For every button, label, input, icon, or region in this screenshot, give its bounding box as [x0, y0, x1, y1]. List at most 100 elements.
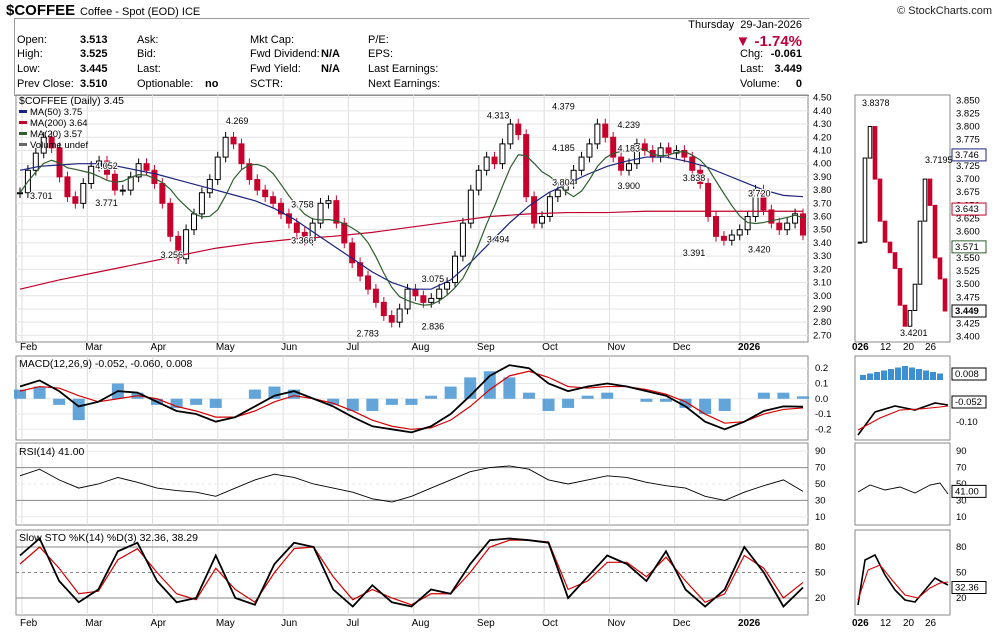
- candle-body: [183, 229, 190, 260]
- candle-body: [175, 235, 182, 260]
- macd-histogram-bar: [718, 398, 731, 411]
- zoom-sto-tick: 50: [956, 568, 967, 579]
- macd-histogram-bar: [190, 398, 203, 405]
- macd-histogram-bar: [522, 392, 535, 399]
- zoom-candle: [922, 178, 928, 222]
- zoom-y-tick: 3.400: [956, 332, 980, 343]
- candle-body: [254, 179, 261, 191]
- candle-body: [206, 179, 213, 194]
- zoom-macd-tag: [951, 395, 987, 409]
- macd-histogram-bar: [797, 396, 809, 399]
- macd-line: [19, 364, 804, 434]
- candle-body: [333, 200, 340, 224]
- price-y-tick: 2.70: [813, 330, 832, 341]
- macd-histogram-bar: [757, 392, 770, 399]
- x-tick-label: Aug: [412, 618, 430, 629]
- symbol-subtitle: Coffee - Spot (EOD) ICE: [80, 6, 200, 18]
- legend-swatch: [19, 110, 27, 113]
- price-y-tick: 3.90: [813, 172, 832, 183]
- price-y-tick: 3.30: [813, 251, 832, 262]
- candle-body: [365, 275, 371, 290]
- zoom-rsi-tick: 50: [956, 479, 967, 490]
- zoom-annotation: 3.4201: [900, 328, 928, 338]
- zoom-sto-tag: [951, 580, 987, 594]
- x-tick-label: Dec: [673, 342, 691, 353]
- candle-body: [32, 152, 39, 171]
- ask-label: Ask:: [137, 34, 159, 46]
- zoom-y-tick: 3.425: [956, 319, 980, 330]
- price-annotation: 3.366: [291, 235, 314, 245]
- eps-label: EPS:: [368, 48, 394, 60]
- zoom-x-label: 026: [852, 618, 869, 629]
- zoom-candle: [877, 178, 883, 222]
- candle-body: [64, 176, 71, 198]
- zoom-panel-frame-sto: [854, 529, 951, 616]
- price-annotation: 2.783: [356, 328, 379, 338]
- x-tick-label: Oct: [542, 618, 558, 629]
- price-y-tick: 3.20: [813, 264, 832, 275]
- zoom-x-label: 26: [925, 618, 937, 629]
- legend-label: MA(20) 3.57: [30, 129, 82, 140]
- macd-histogram-bar: [542, 398, 555, 411]
- rsi-y-tick: 30: [815, 495, 826, 506]
- candle-body: [159, 182, 166, 204]
- candle-body: [349, 242, 356, 264]
- fwd-dividend-value: N/A: [321, 48, 340, 60]
- low-label: Low:: [17, 63, 41, 75]
- high-label: High:: [17, 48, 43, 60]
- price-annotation: 4.185: [552, 143, 575, 153]
- candle-body: [507, 123, 514, 145]
- zoom-macd-histogram: [888, 369, 894, 380]
- candle-body: [17, 192, 23, 195]
- zoom-rsi-tick: 10: [956, 512, 967, 523]
- sto-y-tick: 50: [815, 568, 826, 579]
- price-annotation: 4.052: [95, 161, 118, 171]
- sto-y-tick: 80: [815, 542, 826, 553]
- price-y-tick: 2.80: [813, 317, 832, 328]
- zoom-candle: [902, 304, 908, 327]
- fwd-yield-label: Fwd Yield:: [250, 63, 301, 75]
- candle-body: [246, 163, 253, 181]
- price-y-tick: 2.90: [813, 304, 832, 315]
- candle-body: [270, 196, 277, 204]
- candle-body: [40, 136, 47, 154]
- macd-y-tick: -0.1: [815, 409, 831, 420]
- macd-histogram-bar: [14, 389, 26, 399]
- price-annotation: 4.239: [617, 120, 640, 130]
- macd-histogram-bar: [385, 398, 398, 405]
- candle-body: [104, 160, 110, 175]
- zoom-rsi-tick: 30: [956, 495, 967, 506]
- candle-body: [420, 295, 427, 303]
- sctr-label: SCTR:: [250, 78, 283, 90]
- prev-close-value: 3.510: [80, 78, 108, 90]
- candle-body: [562, 182, 569, 191]
- candle-body: [467, 189, 474, 224]
- zoom-signal-line: [857, 405, 949, 431]
- candle-body: [357, 262, 364, 277]
- candle-body: [436, 288, 443, 299]
- macd-histogram-bar: [581, 395, 594, 399]
- zoom-y-tick: 3.500: [956, 279, 980, 290]
- candle-body: [713, 216, 719, 237]
- price-y-tick: 3.00: [813, 291, 832, 302]
- zoom-macd-line: [857, 402, 949, 436]
- zoom-macd-tag-text: -0.052: [955, 397, 982, 408]
- open-label: Open:: [17, 34, 47, 46]
- candle-body: [230, 136, 237, 145]
- price-y-tick: 4.40: [813, 106, 832, 117]
- open-value: 3.513: [80, 34, 108, 46]
- fwd-dividend-label: Fwd Dividend:: [250, 48, 320, 60]
- zoom-candle: [892, 252, 898, 269]
- zoom-y-tick: 3.550: [956, 253, 980, 264]
- macd-histogram-bar: [405, 398, 418, 405]
- macd-histogram-bar: [503, 377, 516, 399]
- candle-body: [459, 222, 466, 257]
- price-annotation: 4.183: [617, 144, 640, 154]
- ma50-line: [19, 156, 804, 290]
- source-credit: © StockCharts.com: [897, 5, 992, 17]
- x-tick-label: Feb: [20, 618, 38, 629]
- legend-swatch: [19, 143, 27, 146]
- low-value: 3.445: [80, 63, 108, 75]
- candle-body: [728, 234, 735, 241]
